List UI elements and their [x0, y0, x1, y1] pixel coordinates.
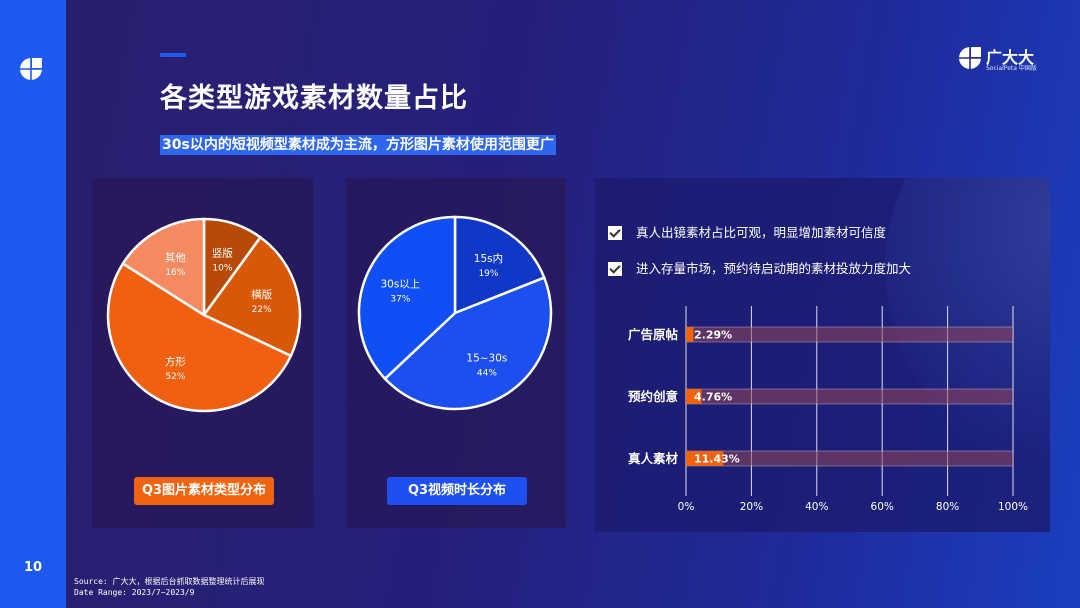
image-type-pie-chart: 竖版 10% 横版 22% 方形 52% 其他 16% — [106, 217, 302, 413]
category-label: 广告原帖 — [628, 327, 679, 342]
x-tick-label: 0% — [678, 501, 695, 513]
slice-value-label: 37% — [390, 294, 410, 304]
bar-value-label: 4.76% — [694, 391, 732, 404]
slice-label: 方形 — [165, 355, 186, 368]
pie-slice — [357, 215, 457, 381]
material-share-panel: 真人出镜素材占比可观，明显增加素材可信度 进入存量市场，预约待启动期的素材投放力… — [595, 178, 1050, 532]
brand-subtitle: SocialPeta 中国版 — [986, 65, 1037, 72]
checkbox-icon — [608, 261, 622, 276]
slice-label: 横版 — [251, 288, 272, 301]
footer-source: Source: 广大大，根据后台抓取数据整理统计后展现 — [74, 577, 265, 586]
slice-label: 30s以上 — [380, 278, 420, 290]
brand-name: 广大大 — [986, 48, 1035, 67]
image-type-caption: Q3图片素材类型分布 — [134, 477, 274, 505]
slice-value-label: 16% — [165, 268, 185, 278]
brand-logo: 广大大 SocialPeta 中国版 — [958, 44, 1038, 72]
video-duration-panel: 15s内 19% 15~30s 44% 30s以上 37% Q3视频时长分布 — [346, 178, 566, 528]
material-share-bar-chart: 0% 20% 40% 60% 80% 100% 广告原帖 2.29% 预约创意 4.76% 真人素材… — [628, 306, 1028, 513]
footer-notes: Source: 广大大，根据后台抓取数据整理统计后展现 Date Range: … — [74, 576, 265, 598]
x-tick-label: 40% — [805, 501, 828, 513]
page-title: 各类型游戏素材数量占比 — [160, 83, 468, 114]
pie-slice — [383, 276, 553, 411]
video-duration-pie-chart: 15s内 19% 15~30s 44% 30s以上 37% — [357, 215, 553, 411]
slice-label: 其他 — [165, 251, 186, 264]
page-subtitle: 30s以内的短视频型素材成为主流，方形图片素材使用范围更广 — [160, 135, 556, 155]
checkbox-icon — [608, 225, 622, 240]
logo-icon — [20, 58, 42, 80]
slice-value-label: 52% — [165, 372, 185, 382]
bar-value-label: 2.29% — [694, 329, 732, 342]
x-tick-label: 60% — [871, 501, 894, 513]
pie-slice — [121, 217, 206, 318]
check-item-text: 真人出镜素材占比可观，明显增加素材可信度 — [636, 225, 887, 240]
page-number: 10 — [23, 560, 43, 575]
pie-slice — [453, 215, 546, 315]
slice-value-label: 44% — [477, 368, 497, 378]
slice-label: 15s内 — [474, 252, 503, 265]
brand-icon — [959, 47, 981, 69]
bar — [686, 327, 694, 342]
image-type-panel: 竖版 10% 横版 22% 方形 52% 其他 16% Q3图片素材类型分布 — [92, 178, 313, 528]
bar-track — [685, 326, 1014, 343]
pie-slice — [106, 261, 293, 413]
bar — [686, 389, 702, 404]
title-accent — [160, 53, 186, 57]
slice-value-label: 22% — [252, 305, 272, 315]
category-label: 真人素材 — [628, 451, 679, 466]
left-sidebar-bar: 10 — [0, 0, 66, 608]
slice-value-label: 19% — [478, 269, 498, 279]
slice-label: 15~30s — [466, 352, 507, 364]
slice-value-label: 10% — [212, 263, 232, 273]
x-tick-label: 20% — [740, 501, 763, 513]
bar-track — [685, 388, 1014, 405]
video-duration-caption: Q3视频时长分布 — [387, 477, 527, 505]
slice-label: 竖版 — [212, 246, 233, 259]
x-tick-label: 100% — [998, 501, 1028, 513]
bar-value-label: 11.43% — [694, 453, 740, 466]
check-item: 真人出镜素材占比可观，明显增加素材可信度 — [608, 224, 886, 242]
x-tick-label: 80% — [936, 501, 959, 513]
check-item-text: 进入存量市场，预约待启动期的素材投放力度加大 — [636, 261, 912, 276]
footer-date-range: Date Range: 2023/7~2023/9 — [74, 588, 195, 597]
check-item: 进入存量市场，预约待启动期的素材投放力度加大 — [608, 260, 911, 278]
category-label: 预约创意 — [628, 389, 678, 404]
bar — [686, 451, 724, 466]
